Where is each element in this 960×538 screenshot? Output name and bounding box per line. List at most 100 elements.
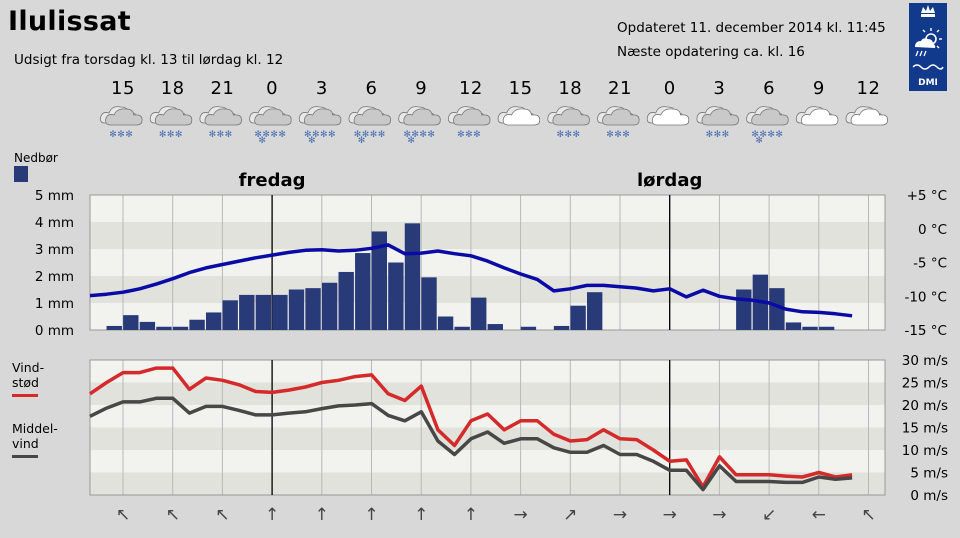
wind-tick-label: 20 m/s <box>902 398 948 414</box>
snowflake-icon: ✻ <box>465 130 473 140</box>
wind-tick-label: 5 m/s <box>910 466 948 482</box>
snowflake-icon: ✻ <box>403 130 411 140</box>
hour-label: 15 <box>509 78 533 99</box>
cloud-icon <box>915 38 936 48</box>
snowflake-icon: ✻ <box>254 130 262 140</box>
snowflake-icon: ✻ <box>457 130 465 140</box>
precip-bar <box>272 294 288 330</box>
hour-label: 21 <box>210 78 234 99</box>
precip-bar <box>471 297 487 330</box>
cloud-front <box>204 108 242 126</box>
snowflake-icon: ✻ <box>167 130 175 140</box>
snowflake-icon: ✻ <box>573 130 581 140</box>
snowflake-icon: ✻ <box>557 130 565 140</box>
day-label: fredag <box>239 170 306 191</box>
precip-bar <box>239 294 255 330</box>
snowflake-icon: ✻ <box>312 130 320 140</box>
wind-plot-band <box>90 472 885 495</box>
cloud-front <box>751 108 789 126</box>
hour-label: 0 <box>664 78 676 99</box>
snowflake-icon: ✻ <box>278 130 286 140</box>
mean-wind-line <box>89 396 853 492</box>
snowflake-icon: ✻ <box>714 130 722 140</box>
snow-weather-icon: ✻ ✻ ✻ <box>696 106 739 140</box>
gust-legend-line2: stød <box>12 375 39 390</box>
cloud-front <box>602 108 640 126</box>
heavy-snow-weather-icon: ✻ ✻ ✻ ✻✻ <box>298 106 342 146</box>
hour-label: 12 <box>459 78 483 99</box>
cloud-front <box>651 108 690 126</box>
cloud-front <box>701 108 739 126</box>
wind-direction-arrow: ↖ <box>166 505 180 525</box>
wind-direction-arrow: ↑ <box>414 505 428 525</box>
wind-tick-label: 0 m/s <box>910 488 948 504</box>
cloud-front <box>502 108 541 126</box>
snowflake-icon: ✻ <box>308 136 316 146</box>
wind-direction-arrow: → <box>663 505 677 525</box>
mean-wind-legend: Middel- vind <box>12 421 58 458</box>
precip-bar <box>321 282 338 330</box>
cloud-front <box>353 108 391 126</box>
snowflake-icon: ✻ <box>427 130 435 140</box>
precip-bar <box>172 326 189 330</box>
wind-direction-arrow: ← <box>812 505 826 525</box>
dmi-logo: DMI <box>909 3 947 91</box>
snowflake-icon: ✻ <box>328 130 336 140</box>
wind-direction-arrow: → <box>712 505 726 525</box>
cloudy-weather-icon <box>497 106 541 126</box>
wind-direction-arrow: → <box>513 505 527 525</box>
updated-timestamp: Opdateret 11. december 2014 kl. 11:45 <box>617 20 886 36</box>
precip-legend-swatch <box>14 166 28 182</box>
heavy-snow-weather-icon: ✻ ✻ ✻ ✻✻ <box>249 106 292 146</box>
forecast-range: Udsigt fra torsdag kl. 13 til lørdag kl.… <box>14 52 284 68</box>
hour-label: 21 <box>608 78 632 99</box>
snowflake-icon: ✻ <box>117 130 125 140</box>
precip-tick-label: 0 mm <box>35 323 74 339</box>
precip-bar <box>338 271 354 330</box>
temp-tick-label: -5 °C <box>913 256 947 272</box>
wind-tick-label: 15 m/s <box>902 421 948 437</box>
precip-bar <box>454 326 470 330</box>
precip-bar <box>355 253 371 330</box>
logo-text: DMI <box>918 78 938 88</box>
snow-weather-icon: ✻ ✻ ✻ <box>100 106 143 140</box>
cloud-front <box>254 108 292 126</box>
precip-bar <box>570 305 586 330</box>
precip-bar <box>785 322 802 330</box>
snowflake-icon: ✻ <box>258 136 266 146</box>
gust-legend-swatch <box>12 394 38 397</box>
precip-tick-label: 2 mm <box>35 269 74 285</box>
snowflake-icon: ✻ <box>411 130 419 140</box>
precip-legend-label: Nedbør <box>14 151 58 165</box>
wind-direction-arrow: ↑ <box>364 505 378 525</box>
precip-bar <box>305 288 321 330</box>
snow-weather-icon: ✻ ✻ ✻ <box>199 106 242 140</box>
snowflake-icon: ✻ <box>767 130 775 140</box>
wind-direction-arrow: ↖ <box>215 505 229 525</box>
precip-bar <box>139 321 156 330</box>
hour-label: 9 <box>813 78 825 99</box>
wind-direction-arrow: ↖ <box>861 505 875 525</box>
hour-label: 18 <box>558 78 582 99</box>
snowflake-icon: ✻ <box>217 130 225 140</box>
gust-line <box>89 366 853 489</box>
precip-bar <box>404 223 421 330</box>
snowflake-icon: ✻ <box>473 130 481 140</box>
cloud-front <box>154 108 193 126</box>
snowflake-icon: ✻ <box>270 130 278 140</box>
wind-tick-label: 30 m/s <box>902 353 948 369</box>
snowflake-icon: ✻ <box>320 130 328 140</box>
precip-plot-band <box>90 222 885 249</box>
cloud-front <box>850 108 888 126</box>
wind-direction-arrow: ↖ <box>116 505 130 525</box>
snowflake-icon: ✻ <box>622 130 630 140</box>
snowflake-icon: ✻ <box>759 130 767 140</box>
temp-tick-label: +5 °C <box>907 188 947 204</box>
snowflake-icon: ✻ <box>751 130 759 140</box>
wind-direction-arrow: ↑ <box>464 505 478 525</box>
temp-tick-label: -10 °C <box>904 289 947 305</box>
hour-label: 3 <box>316 78 328 99</box>
precip-bar <box>421 277 437 330</box>
snowflake-icon: ✻ <box>175 130 183 140</box>
